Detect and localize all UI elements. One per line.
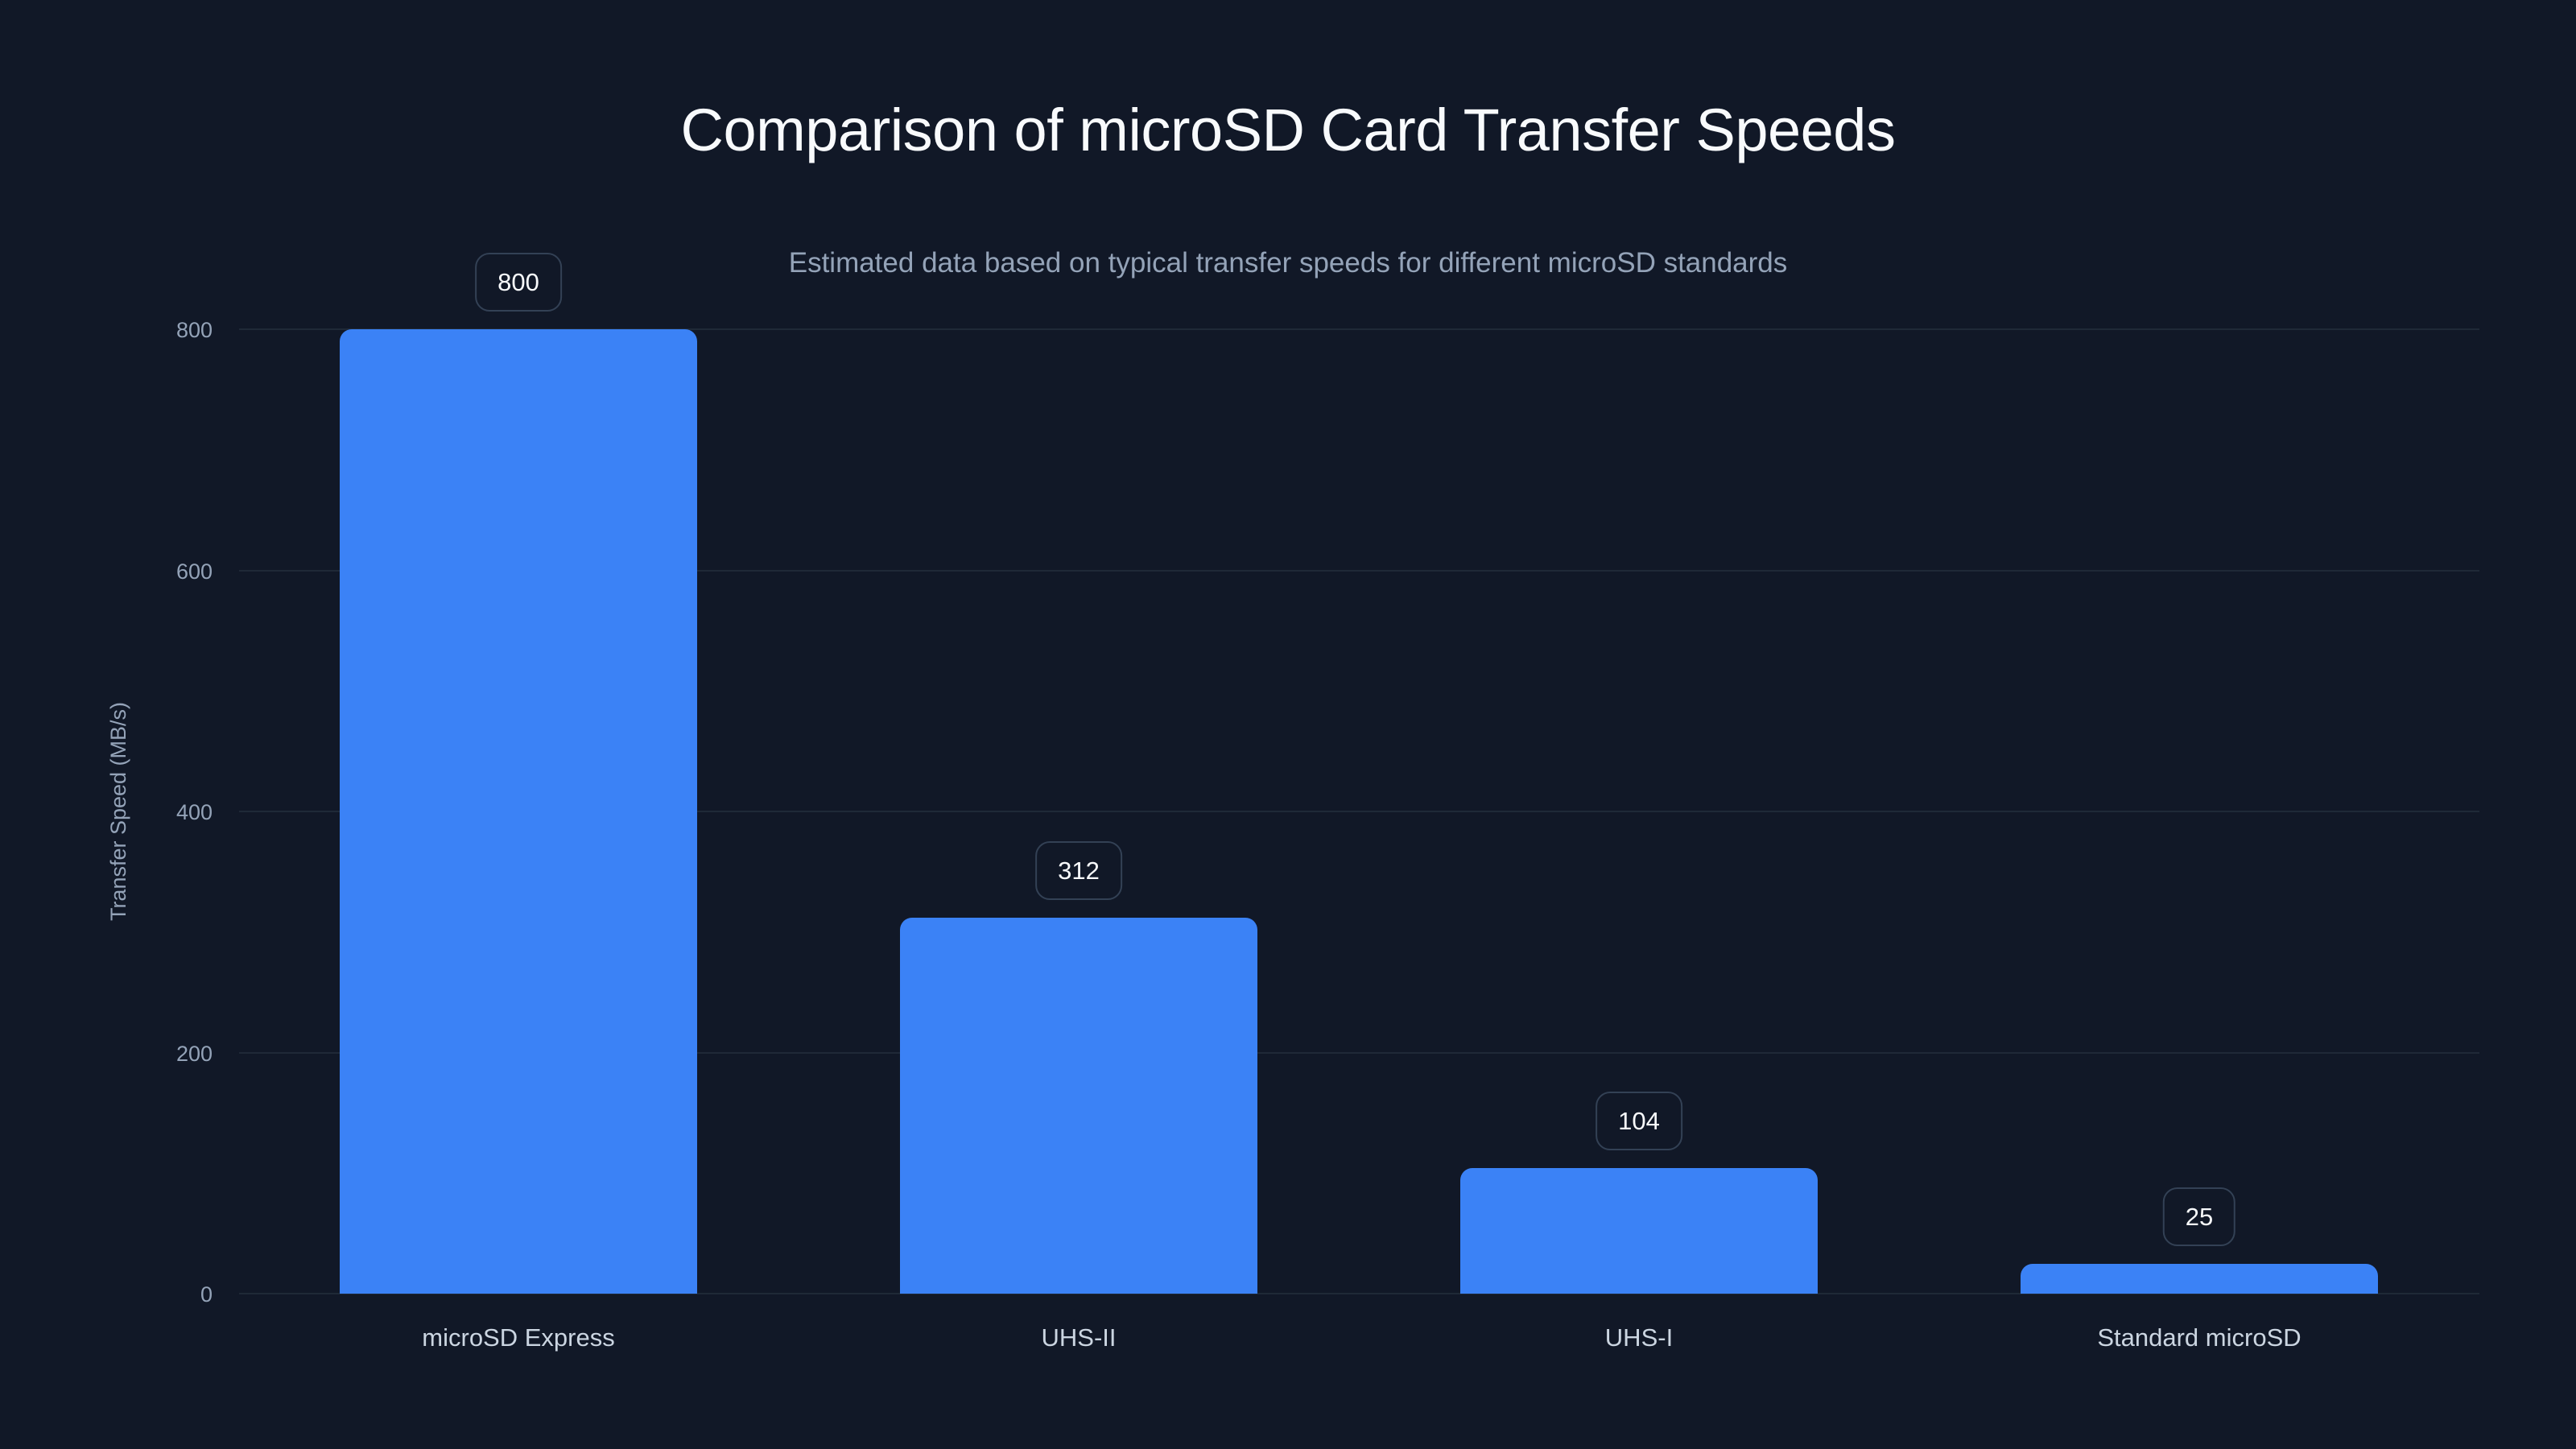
bar-standard-microsd[interactable]	[2021, 1264, 2378, 1294]
gridline-600	[239, 569, 2479, 572]
y-tick-400: 400	[175, 800, 213, 824]
plot-area: 800 312 104 25	[239, 253, 2479, 1294]
bar-uhs-ii[interactable]	[900, 918, 1257, 1294]
y-tick-600: 600	[175, 559, 213, 584]
gridline-400	[239, 811, 2479, 812]
chart-title: Comparison of microSD Card Transfer Spee…	[680, 97, 1896, 163]
y-tick-800: 800	[175, 318, 213, 342]
x-label-standard-microsd: Standard microSD	[2097, 1323, 2301, 1352]
chart-subtitle: Estimated data based on typical transfer…	[788, 247, 1788, 279]
value-label-microsd-express: 800	[475, 253, 562, 312]
gridline-0	[239, 1293, 2479, 1294]
gridline-200	[239, 1051, 2479, 1054]
x-label-uhs-ii: UHS-II	[1041, 1323, 1117, 1352]
value-label-standard-microsd: 25	[2162, 1187, 2236, 1246]
gridline-800	[239, 328, 2479, 330]
bar-microsd-express[interactable]	[340, 329, 697, 1294]
value-label-uhs-i: 104	[1596, 1092, 1682, 1150]
value-label-uhs-ii: 312	[1035, 841, 1122, 900]
bar-uhs-i[interactable]	[1460, 1168, 1818, 1294]
y-tick-200: 200	[175, 1041, 213, 1066]
x-label-uhs-i: UHS-I	[1604, 1323, 1674, 1352]
x-label-microsd-express: microSD Express	[422, 1323, 615, 1352]
y-tick-0: 0	[200, 1282, 213, 1307]
